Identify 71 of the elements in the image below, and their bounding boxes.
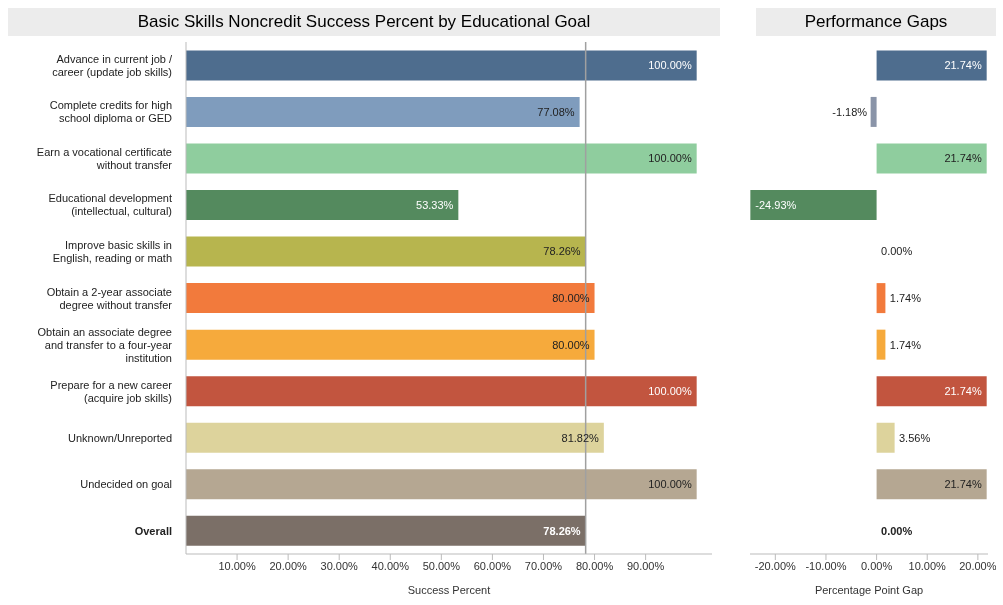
- x-tick-label: 50.00%: [422, 559, 461, 572]
- x-tick-label: 40.00%: [371, 559, 410, 572]
- data-label: 100.00%: [648, 478, 692, 491]
- x-tick-label: 20.00%: [269, 559, 308, 572]
- bar: [186, 96, 580, 127]
- bar: [876, 422, 895, 453]
- bar: [186, 236, 586, 267]
- x-tick-label: 10.00%: [908, 559, 947, 572]
- data-label: 21.74%: [944, 59, 982, 72]
- bar: [186, 422, 604, 453]
- data-label: 100.00%: [648, 152, 692, 165]
- data-label: 1.74%: [889, 338, 922, 351]
- data-label: 78.26%: [543, 524, 581, 537]
- data-label: 21.74%: [944, 152, 982, 165]
- bar: [876, 143, 987, 174]
- data-label: 3.56%: [899, 431, 931, 444]
- bar: [186, 515, 586, 546]
- x-tick-label: 90.00%: [626, 559, 665, 572]
- y-tick-label: Complete credits for high school diploma or GED: [49, 99, 173, 125]
- bar: [876, 50, 987, 81]
- x-tick-label: -10.00%: [805, 559, 847, 572]
- data-label: -24.93%: [755, 198, 797, 211]
- data-label: 80.00%: [552, 292, 590, 304]
- x-tick-label: -20.00%: [754, 559, 797, 572]
- bar: [186, 190, 459, 221]
- x-tick-label: 70.00%: [524, 559, 563, 572]
- y-tick-label: Prepare for a new career (acquire job skills): [50, 378, 173, 404]
- bar: [870, 96, 877, 127]
- x-tick-label: 0.00%: [860, 559, 893, 572]
- data-label: 100.00%: [648, 59, 692, 72]
- data-label: 1.74%: [889, 292, 922, 304]
- data-label: 100.00%: [648, 385, 692, 398]
- data-label: 80.00%: [552, 338, 590, 351]
- bar: [750, 190, 877, 221]
- y-tick-label: Obtain an associate degree and transfer to a four-year institution: [37, 325, 173, 364]
- x-tick-label: 60.00%: [473, 559, 512, 572]
- x-tick-label: 10.00%: [218, 559, 256, 572]
- bar: [186, 143, 697, 174]
- x-tick-label: 80.00%: [575, 559, 614, 572]
- bar: [186, 50, 697, 81]
- bar: [186, 283, 595, 314]
- data-label: 0.00%: [881, 245, 913, 258]
- data-label: 77.08%: [537, 105, 575, 118]
- y-tick-label: Undecided on goal: [80, 478, 172, 491]
- bar: [186, 329, 595, 360]
- y-tick-label: Unknown/Unreported: [68, 431, 172, 444]
- bar: [186, 376, 697, 407]
- x-axis-title: Percentage Point Gap: [814, 584, 924, 596]
- x-tick-label: 20.00%: [959, 559, 997, 572]
- y-tick-label: Educational development (intellectual, cultural): [48, 192, 172, 218]
- y-tick-label: Earn a vocational certificate without transfer: [36, 145, 173, 171]
- data-label: 78.26%: [543, 245, 581, 258]
- data-label: 0.00%: [881, 524, 913, 537]
- data-label: 21.74%: [944, 385, 982, 398]
- data-label: 21.74%: [944, 478, 982, 491]
- x-axis-title: Success Percent: [407, 584, 491, 596]
- bar: [876, 283, 886, 314]
- y-tick-label: Advance in current job / career (update job skills): [52, 52, 173, 78]
- bar: [186, 469, 697, 500]
- bar: [876, 469, 987, 500]
- y-tick-label: Improve basic skills in English, reading or math: [52, 238, 172, 264]
- y-tick-label: Overall: [134, 524, 172, 537]
- chart-title: Basic Skills Noncredit Success Percent by Educational Goal: [8, 8, 720, 36]
- data-label: 81.82%: [561, 431, 600, 444]
- bar: [876, 376, 987, 407]
- y-tick-label: Obtain a 2-year associate degree without transfer: [46, 285, 173, 311]
- data-label: -1.18%: [832, 105, 868, 118]
- chart-title: Performance Gaps: [756, 8, 996, 36]
- bar: [876, 329, 886, 360]
- data-label: 53.33%: [416, 198, 454, 211]
- x-tick-label: 30.00%: [320, 559, 359, 572]
